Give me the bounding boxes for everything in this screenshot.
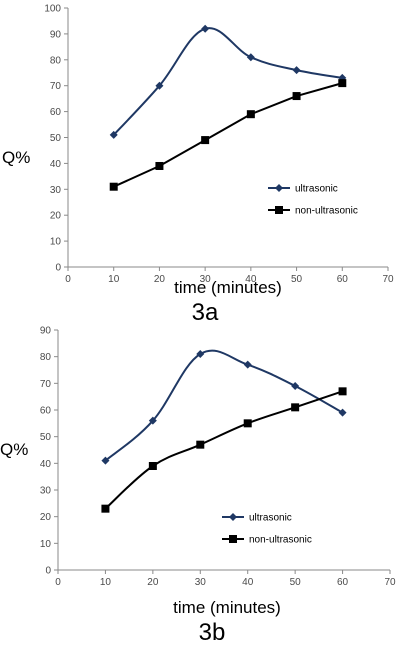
chart-3a: 0 10 20 30 40 50 60 70 80 90 100 0 10 20 30 40 50 60 70 ult…	[2, 4, 394, 327]
x-tick-label: 60	[337, 274, 349, 285]
x-tick-label: 30	[200, 274, 212, 285]
x-tick-label: 60	[337, 577, 349, 588]
figure-caption: 3a	[192, 299, 219, 326]
legend-marker	[229, 535, 237, 543]
data-point-non-ultrasonic	[101, 504, 110, 513]
data-point-ultrasonic	[246, 53, 255, 62]
series-line-non-ultrasonic	[113, 82, 343, 188]
data-point-ultrasonic	[291, 382, 300, 390]
x-tick-label: 0	[55, 577, 61, 588]
y-tick-label: 10	[50, 237, 62, 248]
data-point-non-ultrasonic	[246, 110, 255, 119]
y-tick-label: 80	[40, 352, 52, 363]
legend-label: non-ultrasonic	[249, 535, 312, 546]
data-point-ultrasonic	[292, 66, 301, 75]
data-point-ultrasonic	[155, 81, 164, 90]
y-tick-label: 0	[45, 566, 51, 577]
data-point-ultrasonic	[101, 456, 110, 465]
x-axis-label: time (minutes)	[173, 598, 281, 617]
data-point-non-ultrasonic	[148, 462, 157, 470]
x-tick-label: 70	[382, 274, 394, 285]
y-tick-label: 0	[55, 263, 61, 274]
x-tick-label: 40	[242, 577, 254, 588]
x-tick-label: 50	[290, 577, 302, 588]
y-tick-label: 70	[40, 379, 52, 390]
y-tick-label: 80	[50, 55, 62, 66]
y-tick-label: 100	[44, 4, 61, 15]
legend-label: non-ultrasonic	[295, 206, 358, 217]
y-tick-label: 70	[50, 81, 62, 92]
y-tick-label: 20	[40, 512, 52, 523]
y-tick-label: 30	[40, 486, 52, 497]
x-tick-label: 0	[65, 274, 71, 285]
data-point-non-ultrasonic	[155, 161, 164, 170]
x-tick-label: 20	[147, 577, 159, 588]
legend-label: ultrasonic	[249, 513, 292, 524]
data-point-non-ultrasonic	[338, 387, 347, 396]
series-line-ultrasonic	[112, 27, 343, 136]
y-tick-label: 10	[40, 539, 52, 550]
x-tick-label: 70	[384, 577, 396, 588]
data-point-non-ultrasonic	[291, 403, 300, 412]
series-line-ultrasonic	[104, 349, 344, 462]
data-point-ultrasonic	[243, 360, 252, 369]
y-tick-label: 60	[50, 107, 62, 118]
data-point-non-ultrasonic	[243, 419, 252, 428]
x-tick-label: 40	[245, 274, 257, 285]
legend-marker	[275, 184, 283, 192]
legend-marker	[229, 513, 237, 521]
legend-marker	[275, 206, 283, 214]
chart-3b: 0 10 20 30 40 50 60 70 80 90 0 10 20 30 40 50 60 70 ultras…	[0, 326, 396, 647]
x-tick-label: 50	[291, 274, 303, 285]
x-tick-label: 30	[195, 577, 207, 588]
x-tick-label: 20	[154, 274, 166, 285]
y-tick-label: 50	[50, 133, 62, 144]
y-tick-label: 20	[50, 211, 62, 222]
series-line-non-ultrasonic	[104, 390, 343, 510]
y-tick-label: 90	[50, 29, 62, 40]
legend-label: ultrasonic	[295, 184, 338, 195]
data-point-non-ultrasonic	[292, 92, 301, 101]
y-axis-label: Q%	[2, 148, 30, 167]
data-point-ultrasonic	[196, 350, 205, 358]
data-point-ultrasonic	[338, 408, 347, 417]
x-axis-label: time (minutes)	[174, 278, 282, 297]
y-tick-label: 60	[40, 406, 52, 417]
data-point-non-ultrasonic	[196, 440, 205, 449]
y-tick-label: 40	[40, 459, 52, 470]
x-tick-label: 10	[100, 577, 112, 588]
data-point-ultrasonic	[148, 416, 157, 425]
data-point-non-ultrasonic	[338, 79, 347, 88]
y-axis-label: Q%	[0, 440, 28, 459]
y-tick-label: 90	[40, 326, 52, 337]
x-tick-label: 10	[108, 274, 120, 285]
data-point-ultrasonic	[109, 130, 118, 139]
y-tick-label: 40	[50, 159, 62, 170]
figure-caption: 3b	[199, 619, 226, 646]
data-point-ultrasonic	[201, 24, 210, 33]
data-point-non-ultrasonic	[109, 182, 118, 191]
y-tick-label: 50	[40, 432, 52, 443]
y-tick-label: 30	[50, 185, 62, 196]
data-point-non-ultrasonic	[201, 136, 210, 145]
